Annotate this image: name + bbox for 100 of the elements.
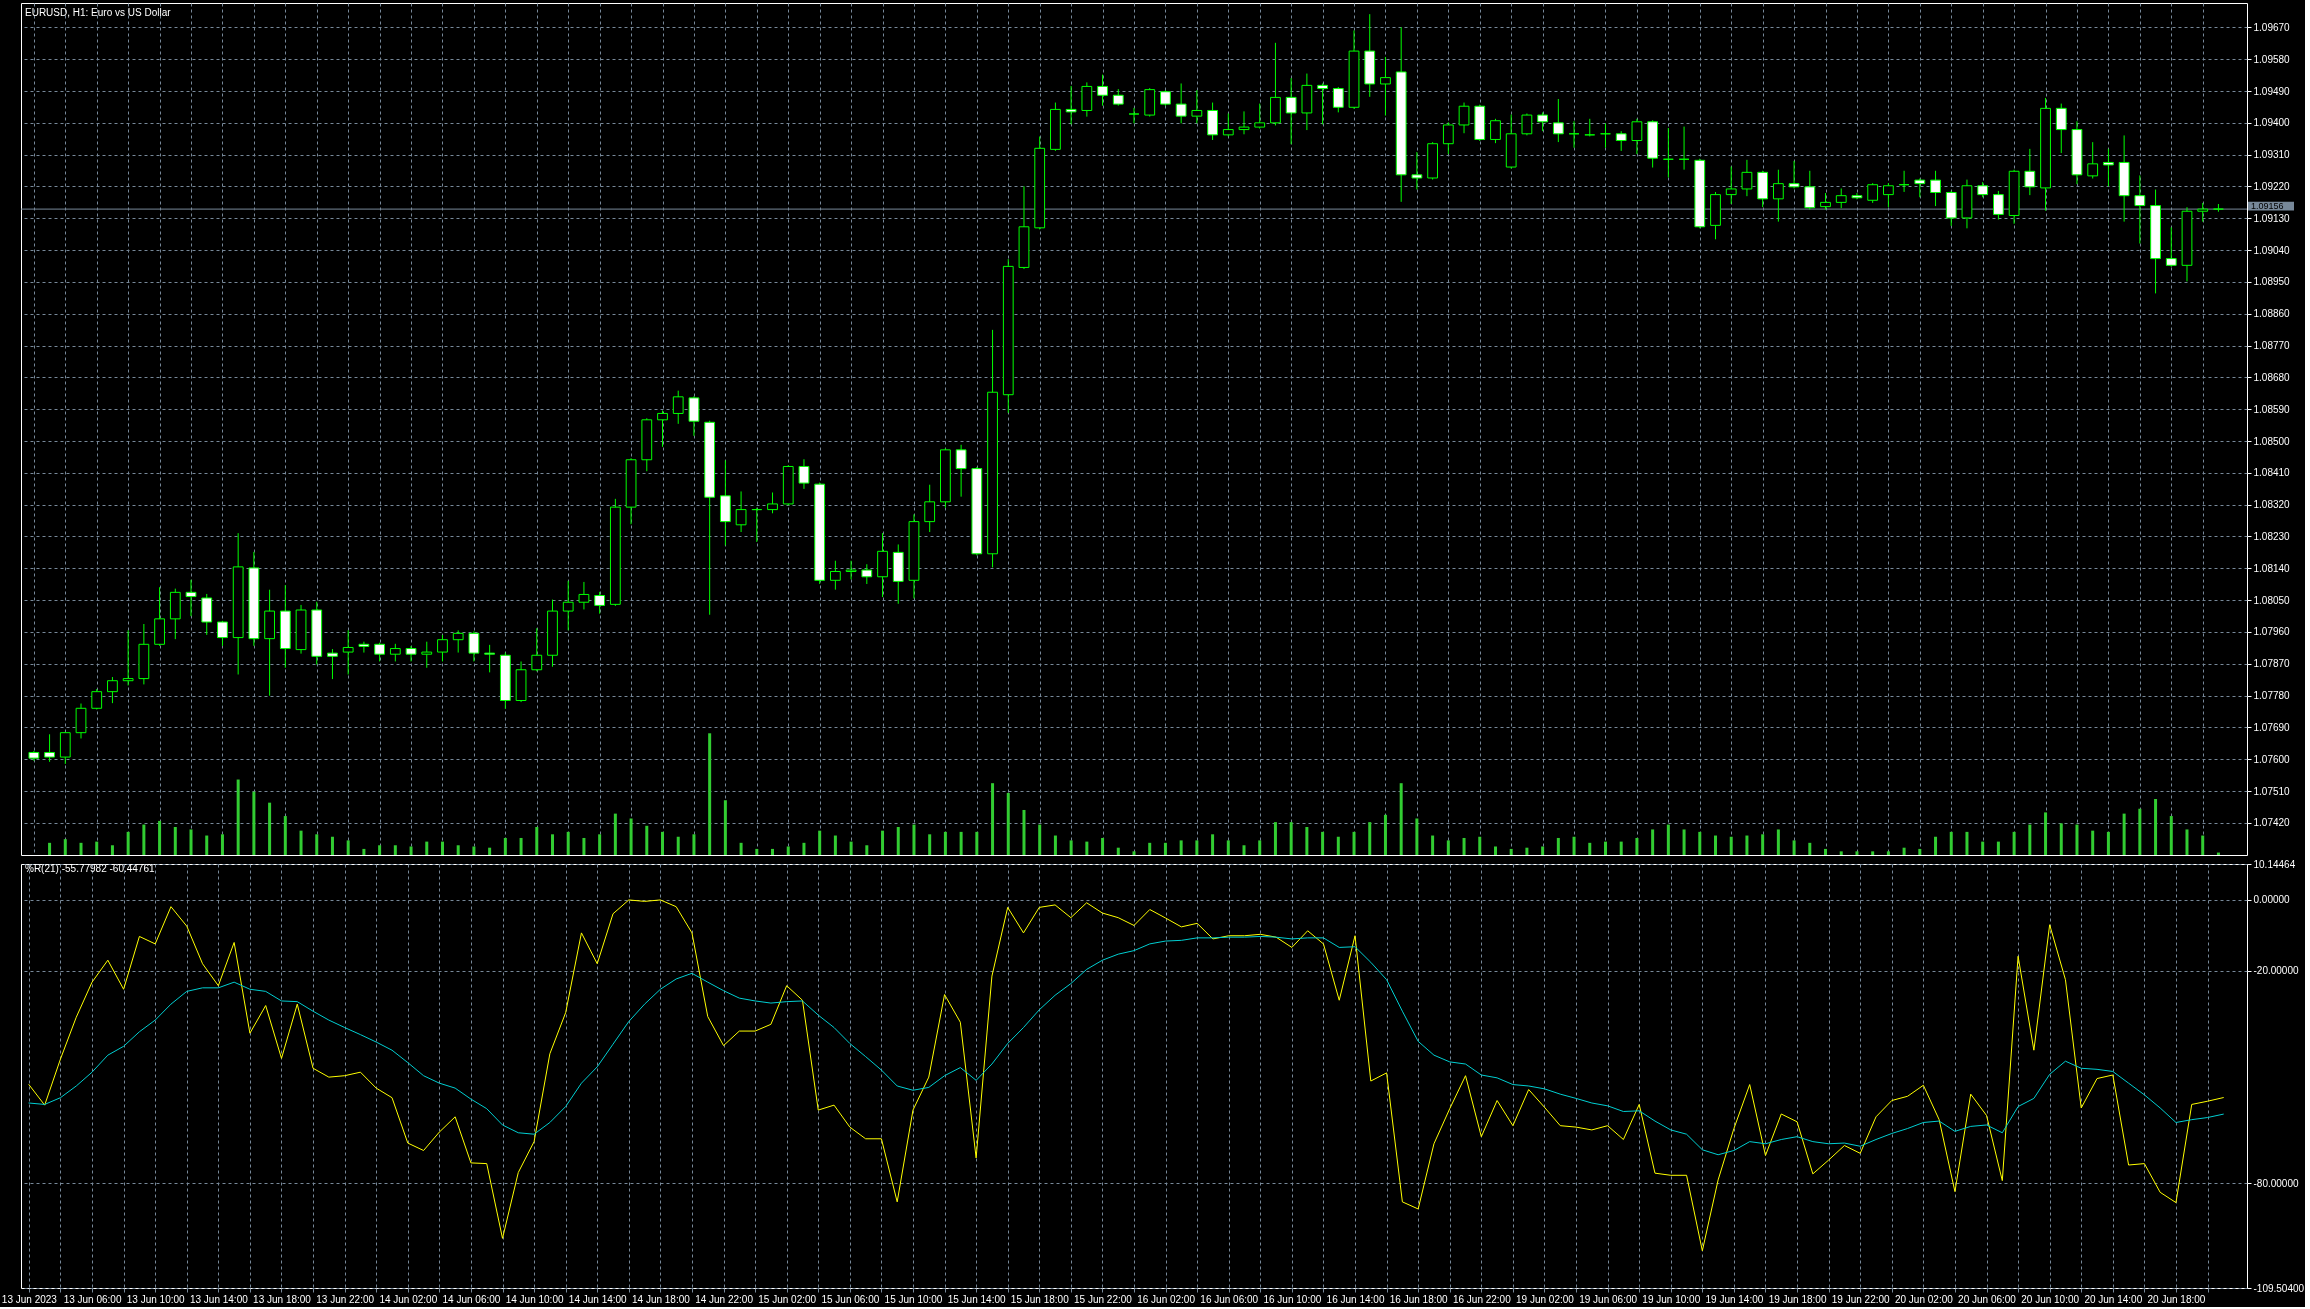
candlestick (861, 564, 873, 584)
candlestick (562, 580, 574, 631)
x-tick-label: 15 Jun 14:00 (947, 1293, 1006, 1305)
bar (535, 827, 539, 855)
x-tick-label: 20 Jun 14:00 (2084, 1293, 2143, 1305)
bar (1022, 809, 1026, 855)
bar (692, 834, 696, 855)
bar (2059, 823, 2063, 855)
bar (2169, 816, 2173, 855)
bar (1839, 851, 1843, 855)
bar (1226, 840, 1230, 855)
bar (975, 831, 979, 855)
candlestick (1615, 131, 1627, 151)
y-tick-label: 1.08140 (2253, 562, 2291, 574)
candlestick (1175, 83, 1187, 124)
bar (142, 824, 146, 855)
bar (723, 800, 727, 855)
candlestick (1851, 193, 1863, 200)
bar (881, 830, 885, 855)
bar (1572, 836, 1576, 855)
bar (1698, 831, 1702, 855)
bar (205, 835, 209, 855)
bar (1902, 847, 1906, 855)
candlestick (1568, 121, 1580, 148)
bar (1886, 851, 1890, 855)
x-tick-label: 19 Jun 10:00 (1642, 1293, 1701, 1305)
x-tick-label: 16 Jun 06:00 (1200, 1293, 1259, 1305)
candlestick (107, 677, 118, 704)
bar (1148, 842, 1152, 855)
bar (2091, 830, 2095, 855)
y-tick-label: 1.09400 (2253, 117, 2291, 129)
candlestick (657, 410, 668, 447)
bar (598, 834, 602, 855)
bar (1195, 840, 1199, 855)
y-tick-label: 1.08230 (2253, 530, 2291, 542)
bar (409, 846, 413, 855)
bar (519, 837, 523, 855)
x-tick-label: 13 Jun 22:00 (316, 1293, 375, 1305)
x-tick-label: 16 Jun 22:00 (1452, 1293, 1512, 1305)
x-tick-label: 15 Jun 06:00 (821, 1293, 880, 1305)
bar (786, 846, 790, 855)
candlestick (1254, 103, 1266, 129)
bar (1776, 829, 1780, 855)
candlestick (1458, 102, 1470, 134)
x-tick-label: 16 Jun 18:00 (1389, 1293, 1449, 1305)
candlestick (484, 644, 496, 673)
candlestick (751, 507, 763, 542)
candlestick (688, 396, 700, 436)
candlestick (830, 560, 841, 590)
candlestick (1804, 170, 1816, 210)
bar (1588, 842, 1592, 855)
bar (2075, 824, 2079, 855)
y-tick-label: 1.07510 (2253, 785, 2291, 797)
bar (1132, 851, 1136, 855)
bar (1824, 848, 1828, 855)
candlestick (594, 591, 606, 614)
candlestick (2103, 148, 2114, 187)
bar (1682, 829, 1686, 855)
y-tick-label: 1.09220 (2253, 180, 2291, 192)
bar (1211, 834, 1215, 855)
bar (1336, 836, 1340, 855)
y-tick-label: 1.08860 (2253, 308, 2291, 320)
bar (1258, 840, 1262, 855)
bar (1053, 835, 1057, 855)
candlestick (1442, 122, 1454, 155)
x-tick-label: 13 Jun 18:00 (253, 1293, 312, 1305)
bar (1965, 831, 1969, 855)
candlestick (1332, 86, 1344, 113)
bar (1666, 824, 1670, 855)
bar (1069, 840, 1073, 855)
y-tick-label: 1.08680 (2253, 371, 2291, 383)
bar (818, 830, 822, 855)
y-tick-label: 1.09310 (2253, 149, 2291, 161)
bar (566, 831, 570, 855)
bar (912, 824, 916, 855)
candlestick (185, 579, 197, 617)
x-tick-label: 19 Jun 22:00 (1831, 1293, 1891, 1305)
bar (110, 845, 114, 855)
bar (1509, 848, 1513, 855)
bar (2185, 829, 2189, 855)
bar (629, 818, 633, 855)
candlestick (578, 581, 590, 610)
y-tick-label: -80.00000 (2253, 1177, 2299, 1189)
bar (378, 845, 382, 855)
bar (708, 733, 712, 855)
bar (1635, 837, 1639, 855)
bar (1446, 840, 1450, 855)
bar (268, 802, 272, 855)
bar (676, 836, 680, 855)
candlestick (44, 734, 55, 762)
candlestick (468, 631, 480, 662)
bar (1745, 835, 1749, 855)
candlestick (2024, 148, 2036, 196)
candlestick (1490, 118, 1501, 144)
bar (189, 829, 193, 855)
candlestick (122, 630, 134, 686)
bar (346, 840, 350, 855)
bar (2044, 812, 2048, 855)
candlestick (1882, 183, 1894, 208)
candlestick (1097, 74, 1108, 106)
